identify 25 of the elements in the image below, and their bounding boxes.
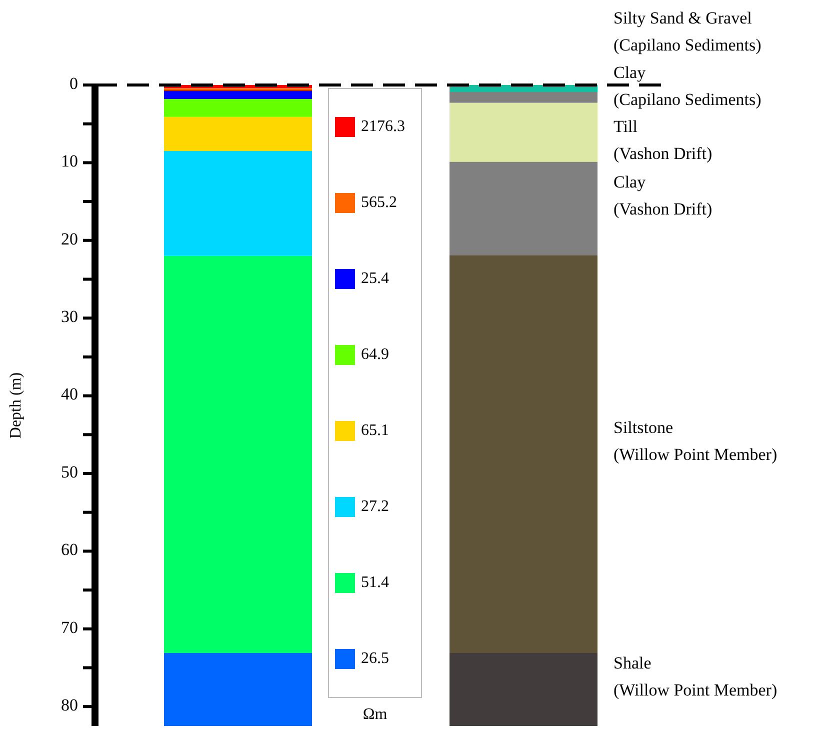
- legend-title: Ωm: [362, 706, 388, 724]
- legend-label: 51.4: [361, 574, 389, 592]
- series-label: Clay (Capilano Sediments): [614, 62, 762, 109]
- legend-label: 27.2: [361, 498, 389, 516]
- series-label: Shale (Willow Point Member): [614, 653, 778, 700]
- y-tick-label: 10: [61, 152, 78, 171]
- y-axis-title: Depth (m): [8, 372, 25, 439]
- legend-label: 2176.3: [361, 118, 405, 136]
- legend-label: 64.9: [361, 346, 389, 364]
- y-tick-label: 30: [61, 306, 78, 326]
- legend-label: 25.4: [361, 270, 389, 288]
- legend-label: 65.1: [361, 422, 389, 440]
- y-tick-label: 50: [61, 462, 78, 482]
- y-tick-label: 70: [61, 618, 78, 637]
- text: Silty Sand & Gravel (Capilano Sediments): [614, 8, 762, 54]
- y-tick-label: 0: [70, 74, 78, 93]
- y-tick-label: 40: [61, 384, 78, 404]
- series-label: Till (Vashon Drift): [614, 117, 712, 164]
- y-tick-label: 60: [61, 540, 78, 560]
- y-tick-label: 20: [61, 229, 78, 248]
- series-label: Clay (Vashon Drift): [614, 172, 712, 218]
- legend-label: 26.5: [361, 650, 389, 668]
- y-tick-label: 80: [61, 695, 78, 714]
- legend-label: 565.2: [361, 194, 397, 212]
- series-label: Siltstone (Willow Point Member): [614, 418, 778, 464]
